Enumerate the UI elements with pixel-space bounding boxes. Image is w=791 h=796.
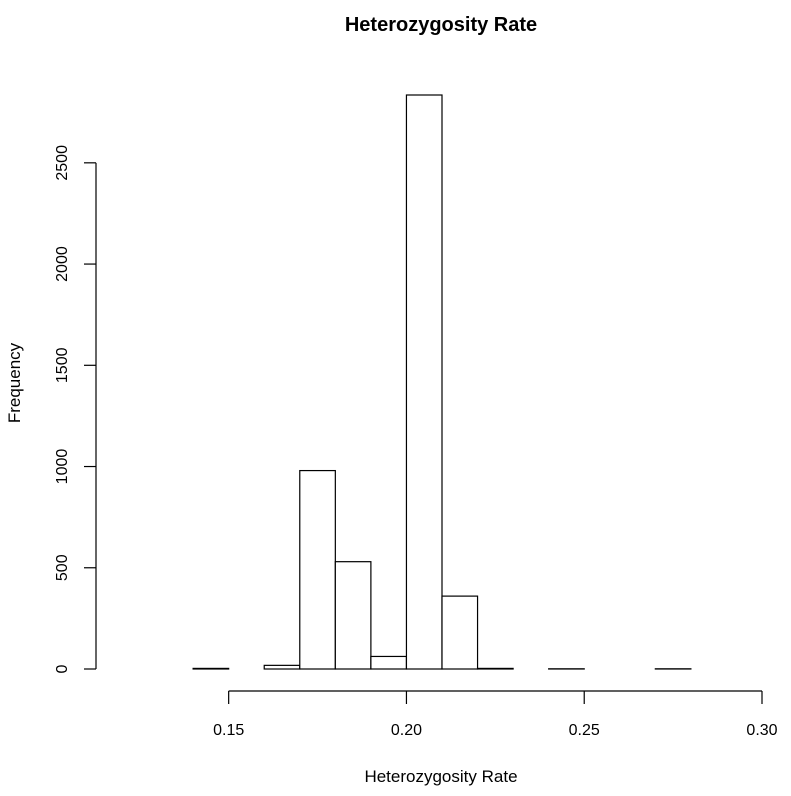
histogram-bar-8 bbox=[405, 94, 443, 670]
histogram-bar-10 bbox=[476, 667, 514, 670]
x-axis-label: Heterozygosity Rate bbox=[364, 767, 517, 786]
y-axis: 0 500 1000 1500 2000 2500 bbox=[54, 145, 97, 673]
bars-group bbox=[192, 94, 692, 670]
x-tick-label-1: 0.20 bbox=[391, 722, 422, 739]
y-tick-label-2: 1000 bbox=[54, 449, 71, 485]
x-axis: 0.15 0.20 0.25 0.30 bbox=[213, 690, 778, 739]
x-tick-label-2: 0.25 bbox=[569, 722, 600, 739]
y-tick-label-0: 0 bbox=[54, 664, 71, 673]
y-tick-label-4: 2000 bbox=[54, 246, 71, 282]
histogram-bar-4 bbox=[263, 664, 301, 670]
y-axis-label: Frequency bbox=[5, 342, 24, 423]
x-tick-label-0: 0.15 bbox=[213, 722, 244, 739]
y-tick-label-3: 1500 bbox=[54, 347, 71, 383]
histogram-bar-6 bbox=[334, 561, 372, 670]
y-tick-label-1: 500 bbox=[54, 554, 71, 581]
chart-title: Heterozygosity Rate bbox=[345, 14, 537, 36]
y-tick-label-5: 2500 bbox=[54, 145, 71, 181]
histogram-bar-5 bbox=[299, 469, 336, 670]
histogram-bar-2 bbox=[192, 667, 230, 670]
histogram-bar-7 bbox=[370, 655, 408, 670]
x-tick-label-3: 0.30 bbox=[746, 722, 777, 739]
histogram-bar-9 bbox=[441, 595, 479, 670]
